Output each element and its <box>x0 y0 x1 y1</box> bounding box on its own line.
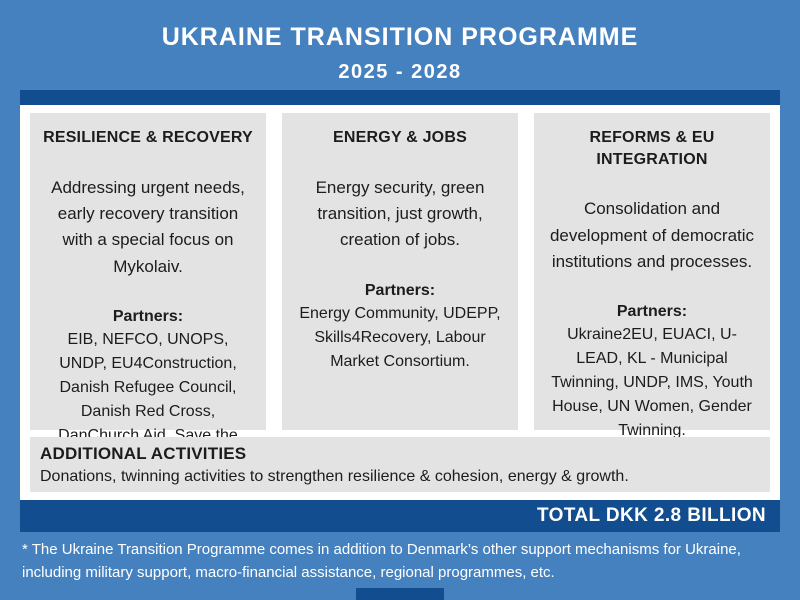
poster-header: UKRAINE TRANSITION PROGRAMME 2025 - 2028 <box>0 23 800 84</box>
pillar-title: REFORMS & EU INTEGRATION <box>589 129 715 168</box>
bottom-logo-mark <box>356 588 444 600</box>
footnote: * The Ukraine Transition Programme comes… <box>22 539 782 584</box>
pillar-description: Consolidation and development of democra… <box>549 199 755 271</box>
pillar-title: ENERGY & JOBS <box>333 129 467 146</box>
partners-list: Ukraine2EU, EUACI, U-LEAD, KL - Municipa… <box>551 326 753 440</box>
pillar-card-reforms-eu-integration: REFORMS & EU INTEGRATION Consolidation a… <box>534 113 770 439</box>
total-banner-label: TOTAL DKK 2.8 BILLION <box>536 505 766 526</box>
additional-activities-title: ADDITIONAL ACTIVITIES <box>40 444 247 463</box>
pillar-cards-row: RESILIENCE & RECOVERY Addressing urgent … <box>30 113 770 468</box>
top-accent-bar <box>20 90 780 105</box>
pillar-card-resilience-recovery: RESILIENCE & RECOVERY Addressing urgent … <box>30 113 266 468</box>
additional-activities-section: ADDITIONAL ACTIVITIES Donations, twinnin… <box>30 437 770 492</box>
poster-period: 2025 - 2028 <box>338 60 462 83</box>
content-panel: RESILIENCE & RECOVERY Addressing urgent … <box>20 105 780 500</box>
additional-activities-description: Donations, twinning activities to streng… <box>40 468 629 485</box>
footnote-line-2: including military support, macro-financ… <box>22 563 555 581</box>
partners-label: Partners: <box>364 281 436 299</box>
pillar-description: Energy security, green transition, just … <box>315 177 485 250</box>
partners-label: Partners: <box>616 303 688 321</box>
total-banner: TOTAL DKK 2.8 BILLION <box>20 500 780 532</box>
pillar-card-energy-jobs: ENERGY & JOBS Energy security, green tra… <box>282 113 518 430</box>
footnote-line-1: * The Ukraine Transition Programme comes… <box>22 541 741 558</box>
partners-list: Energy Community, UDEPP, Skills4Recovery… <box>299 304 501 370</box>
partners-list: EIB, NEFCO, UNOPS, UNDP, EU4Construction… <box>58 330 238 468</box>
pillar-description: Addressing urgent needs, early recovery … <box>51 177 245 276</box>
poster-title: UKRAINE TRANSITION PROGRAMME <box>161 23 639 51</box>
partners-label: Partners: <box>112 307 184 325</box>
pillar-title: RESILIENCE & RECOVERY <box>43 129 253 146</box>
